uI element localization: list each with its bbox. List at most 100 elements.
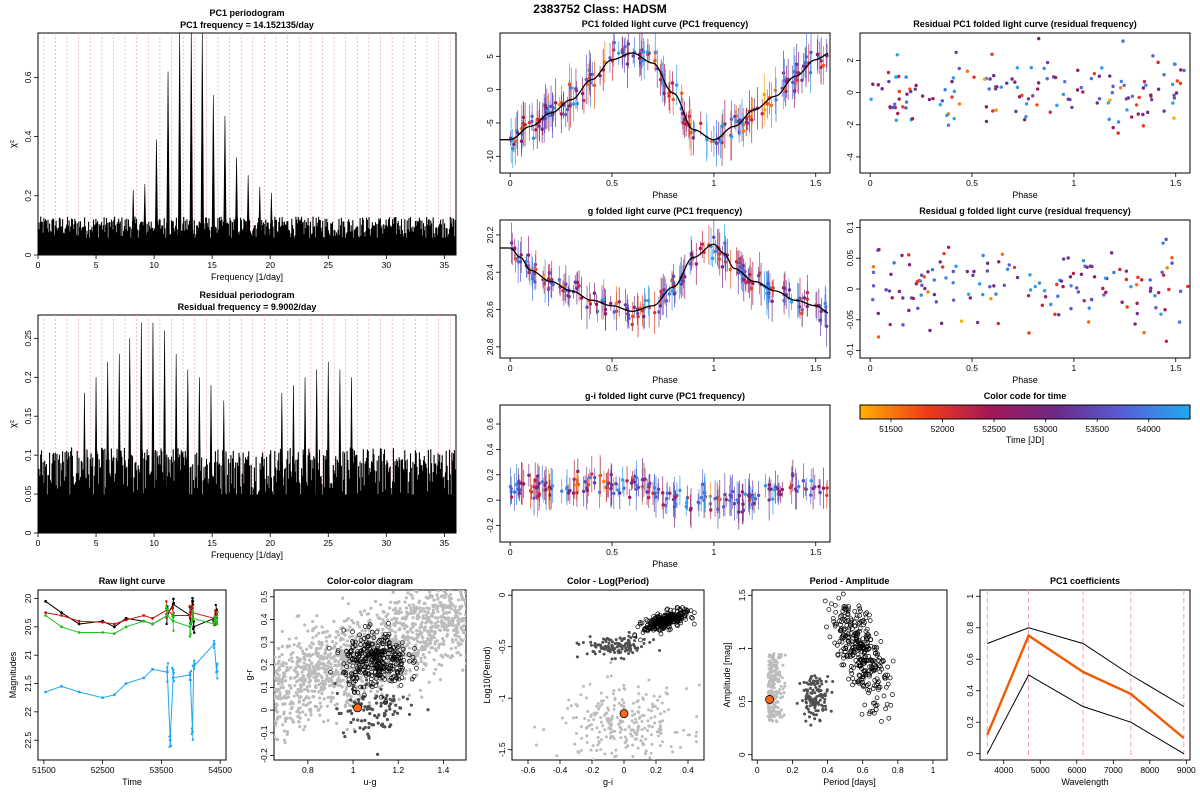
field-star-point bbox=[600, 738, 604, 742]
rrab-point bbox=[381, 634, 387, 640]
field-star-point bbox=[290, 659, 294, 664]
data-point bbox=[550, 484, 555, 488]
field-star-point bbox=[454, 614, 458, 618]
field-star-point bbox=[339, 645, 343, 649]
rrab-point bbox=[369, 629, 375, 635]
field-star-point bbox=[311, 672, 315, 676]
data-point bbox=[1059, 279, 1064, 283]
field-star-point bbox=[334, 630, 339, 634]
rrab-point bbox=[355, 690, 361, 695]
rrc-point bbox=[627, 630, 631, 634]
field-star-point bbox=[316, 678, 320, 683]
data-point bbox=[566, 293, 570, 298]
data-point bbox=[1144, 83, 1148, 87]
x-axis-label: Phase bbox=[1012, 190, 1038, 200]
field-star-point bbox=[446, 654, 450, 658]
data-point bbox=[533, 280, 537, 284]
rrc-point bbox=[364, 682, 368, 687]
field-star-point bbox=[308, 684, 312, 688]
field-star-point bbox=[438, 584, 441, 587]
rrc-point bbox=[385, 693, 389, 698]
field-star-point bbox=[430, 629, 434, 633]
field-star-point bbox=[618, 725, 622, 729]
field-star-point bbox=[328, 684, 332, 688]
data-point bbox=[1142, 330, 1146, 335]
data-point bbox=[631, 54, 635, 58]
data-point bbox=[530, 119, 534, 124]
rrab-point bbox=[351, 686, 357, 692]
data-point bbox=[684, 504, 688, 509]
field-star-point bbox=[289, 700, 294, 704]
data-point bbox=[645, 50, 650, 54]
data-point bbox=[1125, 108, 1129, 112]
data-point bbox=[1133, 322, 1137, 326]
field-star-point bbox=[276, 646, 281, 651]
data-point bbox=[1045, 76, 1049, 81]
field-star-point bbox=[424, 621, 428, 625]
rrab-point bbox=[676, 612, 681, 617]
data-point bbox=[582, 98, 586, 103]
field-star-point bbox=[603, 752, 607, 756]
rrc-point bbox=[359, 702, 364, 706]
data-point bbox=[609, 301, 613, 306]
rrab-point bbox=[655, 620, 661, 626]
periodogram-peak bbox=[257, 186, 262, 255]
field-star-point bbox=[334, 641, 338, 645]
data-point bbox=[574, 86, 578, 91]
field-star-point bbox=[303, 724, 307, 729]
field-star-point bbox=[648, 756, 652, 760]
data-point bbox=[1053, 312, 1057, 317]
field-star-point bbox=[620, 719, 624, 723]
rrab-point bbox=[643, 616, 649, 622]
field-star-point bbox=[471, 585, 474, 588]
field-star-point bbox=[289, 707, 293, 711]
data-point bbox=[950, 79, 954, 84]
field-star-point bbox=[706, 730, 709, 733]
data-point bbox=[740, 265, 744, 270]
field-star-point bbox=[684, 687, 688, 691]
series-point-blue bbox=[112, 693, 116, 697]
field-star-point bbox=[393, 623, 397, 628]
field-star-point bbox=[658, 743, 662, 747]
field-star-point bbox=[615, 716, 619, 720]
rrab-point bbox=[390, 674, 396, 680]
field-star-point bbox=[613, 755, 617, 759]
field-star-point bbox=[451, 628, 456, 632]
rrab-point bbox=[680, 605, 685, 610]
rrc-point bbox=[814, 709, 818, 713]
field-star-point bbox=[278, 715, 282, 719]
x-tick-label: 1.5 bbox=[1170, 178, 1182, 188]
field-star-point bbox=[463, 563, 466, 566]
rrab-point bbox=[652, 620, 658, 626]
field-star-point bbox=[428, 590, 432, 594]
data-point bbox=[916, 306, 920, 310]
data-point bbox=[606, 481, 611, 485]
field-star-point bbox=[401, 633, 405, 638]
field-star-point bbox=[427, 629, 431, 633]
data-point bbox=[647, 495, 651, 500]
field-star-point bbox=[640, 734, 644, 738]
field-star-point bbox=[289, 686, 293, 690]
data-point bbox=[614, 301, 618, 306]
field-star-point bbox=[769, 654, 773, 658]
data-point bbox=[932, 278, 936, 282]
rrc-point bbox=[343, 734, 347, 739]
field-star-point bbox=[620, 698, 624, 702]
data-point bbox=[928, 328, 932, 333]
data-point bbox=[688, 262, 692, 266]
field-star-point bbox=[287, 668, 291, 672]
rrab-point bbox=[401, 657, 406, 663]
field-star-point bbox=[433, 642, 437, 646]
rrc-point bbox=[624, 646, 628, 650]
rrc-point bbox=[363, 718, 367, 723]
data-point bbox=[680, 91, 684, 95]
field-star-point bbox=[630, 714, 634, 718]
y-tick-label: 0.6 bbox=[23, 71, 33, 83]
field-star-point bbox=[465, 581, 468, 584]
field-star-point bbox=[453, 564, 456, 567]
field-star-point bbox=[474, 620, 477, 623]
data-point bbox=[1172, 62, 1177, 66]
rrab-point bbox=[378, 694, 384, 700]
field-star-point bbox=[323, 663, 327, 667]
field-star-point bbox=[275, 717, 280, 721]
